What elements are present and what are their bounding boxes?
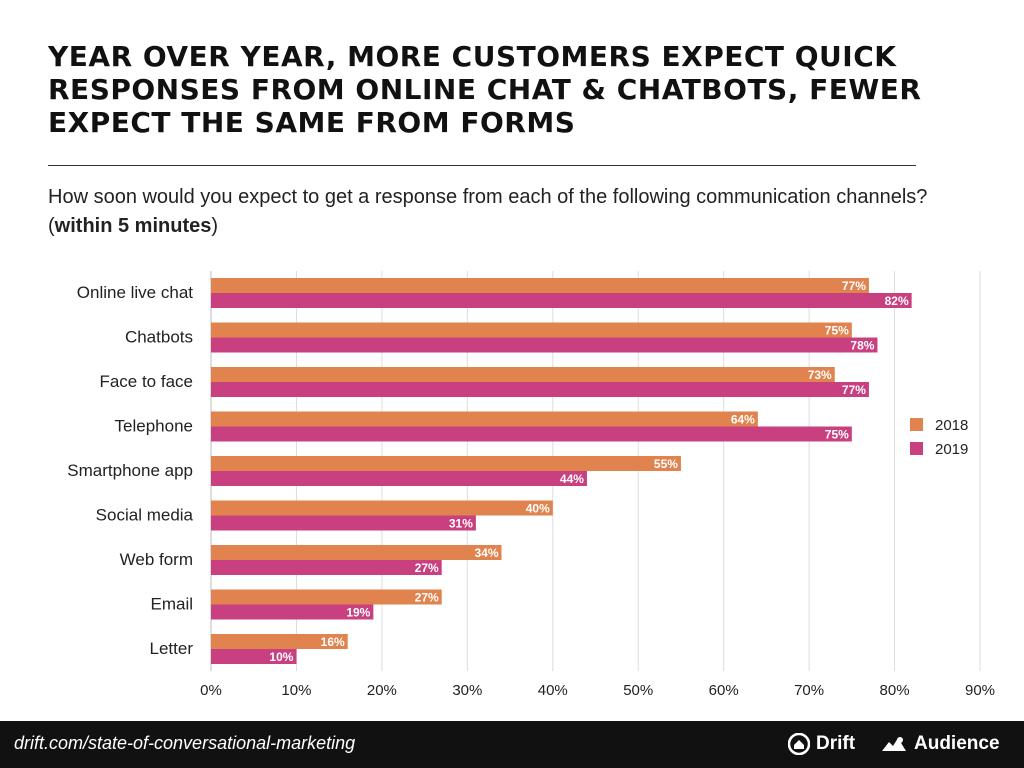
bar-value-label: 77%	[842, 383, 866, 397]
legend-swatch-2019	[910, 442, 923, 455]
chart-subtitle: How soon would you expect to get a respo…	[48, 183, 948, 241]
bar-value-label: 78%	[850, 339, 874, 353]
category-label: Smartphone app	[67, 461, 193, 480]
footer-url[interactable]: drift.com/state-of-conversational-market…	[14, 733, 356, 753]
bar-2019	[211, 471, 587, 486]
category-label: Face to face	[99, 372, 193, 391]
bar-value-label: 19%	[346, 606, 370, 620]
bar-2018	[211, 367, 835, 382]
category-label: Online live chat	[77, 283, 194, 302]
bar-value-label: 31%	[449, 517, 473, 531]
x-tick-label: 40%	[538, 682, 568, 699]
subtitle-question: How soon would you expect to get a respo…	[48, 186, 928, 237]
bar-2019	[211, 604, 374, 620]
title-divider	[48, 165, 916, 166]
chart-legend: 2018 2019	[910, 417, 968, 458]
audience-logo-icon	[882, 737, 906, 751]
bar-2019	[211, 337, 878, 353]
subtitle-emphasis: within 5 minutes	[54, 215, 212, 237]
x-tick-label: 10%	[281, 682, 311, 699]
bar-2018	[211, 634, 348, 649]
bar-value-label: 16%	[321, 635, 345, 649]
bar-value-label: 44%	[560, 472, 584, 486]
footer-bar: drift.com/state-of-conversational-market…	[0, 721, 1024, 768]
legend-swatch-2018	[910, 418, 923, 431]
bar-2019	[211, 649, 297, 664]
bar-2018	[211, 545, 502, 560]
category-label: Chatbots	[125, 328, 193, 347]
x-tick-label: 70%	[794, 682, 824, 699]
x-tick-label: 80%	[880, 682, 910, 699]
bar-value-label: 73%	[808, 368, 832, 382]
audience-brand-label: Audience	[914, 733, 1000, 754]
bar-value-label: 10%	[269, 650, 293, 664]
x-tick-label: 0%	[200, 682, 222, 699]
x-axis-ticks: 0% 10% 20% 30% 40% 50% 60% 70% 80% 90%	[200, 682, 995, 699]
bar-2018	[211, 589, 442, 605]
audience-brand: Audience	[880, 733, 1000, 755]
chart-title: YEAR OVER YEAR, MORE CUSTOMERS EXPECT QU…	[48, 40, 922, 139]
bar-value-label: 64%	[731, 413, 755, 427]
drift-logo-icon	[788, 733, 810, 755]
category-label: Web form	[120, 550, 193, 569]
x-tick-label: 60%	[709, 682, 739, 699]
category-label: Telephone	[115, 417, 193, 436]
bar-value-label: 27%	[415, 561, 439, 575]
bar-2019	[211, 515, 476, 531]
bar-value-label: 40%	[526, 502, 550, 516]
bar-value-label: 82%	[885, 294, 909, 308]
x-tick-label: 50%	[623, 682, 653, 699]
bar-chart: 77%82%75%78%73%77%64%75%55%44%40%31%34%2…	[67, 271, 995, 699]
bar-value-label: 75%	[825, 324, 849, 338]
bar-2018	[211, 278, 869, 293]
bar-value-label: 77%	[842, 279, 866, 293]
category-label: Email	[150, 595, 193, 614]
bar-value-label: 27%	[415, 591, 439, 605]
legend-label-2019: 2019	[935, 441, 968, 458]
bar-2019	[211, 293, 912, 308]
category-label: Letter	[150, 639, 194, 658]
subtitle-suffix: )	[211, 215, 219, 237]
bar-2019	[211, 426, 852, 442]
x-tick-label: 20%	[367, 682, 397, 699]
x-tick-label: 30%	[452, 682, 482, 699]
bar-value-label: 55%	[654, 457, 678, 471]
bar-2018	[211, 500, 553, 516]
bar-value-label: 34%	[474, 546, 498, 560]
bar-2018	[211, 411, 758, 427]
bar-2019	[211, 560, 442, 575]
drift-brand: Drift	[788, 733, 855, 755]
category-label: Social media	[96, 506, 194, 525]
drift-brand-label: Drift	[816, 733, 856, 754]
bar-2019	[211, 382, 869, 397]
x-tick-label: 90%	[965, 682, 995, 699]
bar-value-label: 75%	[825, 428, 849, 442]
chart-bars: 77%82%75%78%73%77%64%75%55%44%40%31%34%2…	[211, 278, 912, 664]
category-labels: Online live chat Chatbots Face to face Tele…	[67, 283, 193, 658]
bar-2018	[211, 322, 852, 338]
legend-label-2018: 2018	[935, 417, 968, 434]
bar-2018	[211, 456, 681, 471]
